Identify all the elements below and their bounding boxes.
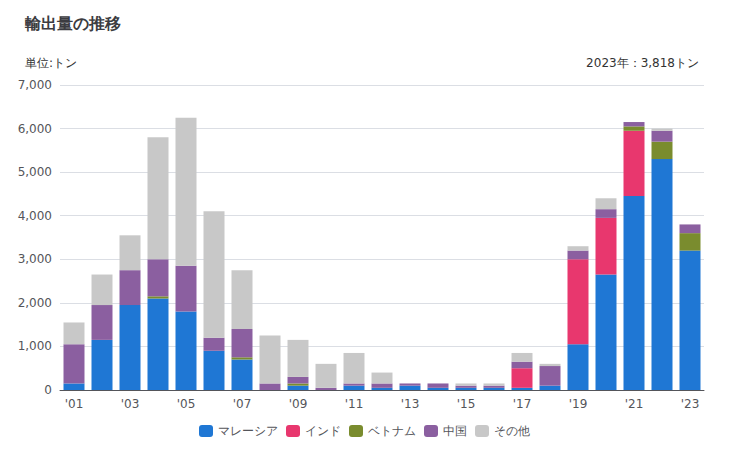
svg-text:輸出量の推移: 輸出量の推移 [24, 14, 121, 33]
svg-text:'07: '07 [233, 397, 252, 411]
svg-text:1,000: 1,000 [18, 339, 52, 353]
svg-text:2,000: 2,000 [18, 296, 52, 310]
svg-text:2023年：3,818トン: 2023年：3,818トン [586, 56, 699, 70]
svg-text:4,000: 4,000 [18, 209, 52, 223]
svg-text:単位:トン: 単位:トン [25, 56, 77, 70]
svg-text:中国: 中国 [443, 424, 467, 438]
svg-text:'09: '09 [289, 397, 308, 411]
svg-text:0: 0 [44, 383, 52, 397]
svg-text:'03: '03 [121, 397, 140, 411]
svg-text:7,000: 7,000 [18, 78, 52, 92]
svg-text:'17: '17 [513, 397, 532, 411]
svg-text:ベトナム: ベトナム [368, 424, 416, 438]
svg-text:その他: その他 [494, 424, 530, 438]
svg-text:'19: '19 [569, 397, 588, 411]
svg-text:マレーシア: マレーシア [218, 424, 278, 438]
svg-text:6,000: 6,000 [18, 122, 52, 136]
svg-text:'13: '13 [401, 397, 420, 411]
svg-text:'01: '01 [65, 397, 84, 411]
svg-text:'15: '15 [457, 397, 476, 411]
svg-text:'21: '21 [625, 397, 644, 411]
svg-text:5,000: 5,000 [18, 165, 52, 179]
svg-text:'23: '23 [681, 397, 700, 411]
svg-text:'11: '11 [345, 397, 364, 411]
svg-text:3,000: 3,000 [18, 252, 52, 266]
svg-text:'05: '05 [177, 397, 196, 411]
svg-text:インド: インド [305, 424, 341, 438]
